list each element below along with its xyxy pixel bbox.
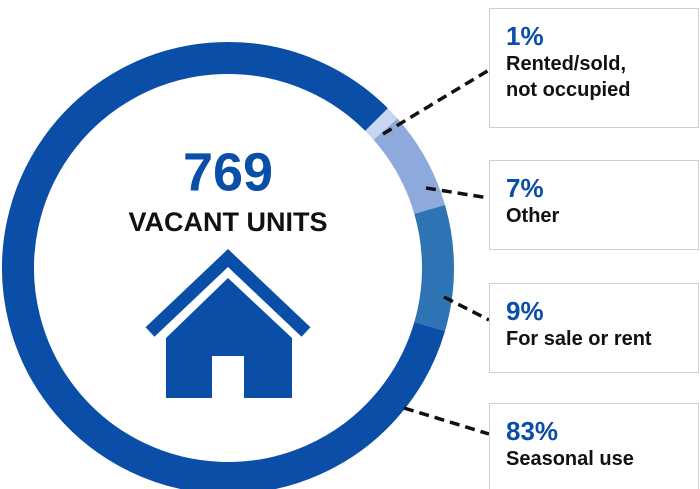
- value-label: 1%: [506, 21, 544, 51]
- label-box: 9% For sale or rent: [489, 283, 699, 373]
- value-label: 7%: [506, 173, 544, 203]
- donut: [2, 42, 454, 489]
- donut-segment: [373, 118, 446, 215]
- category-label: For sale or rent: [506, 328, 652, 350]
- donut-segment: [2, 42, 446, 489]
- label-box: 7% Other: [489, 160, 699, 250]
- label-box: 83% Seasonal use: [489, 403, 699, 489]
- donut-segment: [414, 204, 454, 332]
- value-label: 9%: [506, 296, 544, 326]
- chart-title: 769: [183, 142, 273, 202]
- leader-lines: [382, 68, 490, 436]
- chart-subtitle: VACANT UNITS: [129, 207, 328, 237]
- category-label: Seasonal use: [506, 448, 634, 470]
- label-box: 1% Rented/sold, not occupied: [489, 8, 699, 128]
- donut-segment: [365, 108, 398, 140]
- value-label: 83%: [506, 416, 559, 446]
- category-label: Other: [506, 205, 560, 227]
- category-label: Rented/sold, not occupied: [506, 53, 631, 101]
- house-icon: [145, 249, 311, 398]
